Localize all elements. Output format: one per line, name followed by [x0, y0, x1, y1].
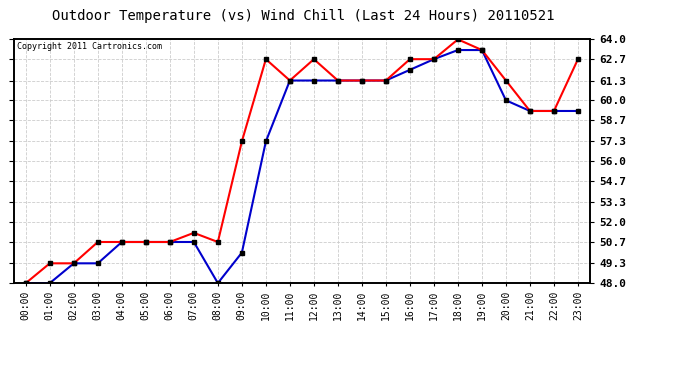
Text: Copyright 2011 Cartronics.com: Copyright 2011 Cartronics.com: [17, 42, 161, 51]
Text: Outdoor Temperature (vs) Wind Chill (Last 24 Hours) 20110521: Outdoor Temperature (vs) Wind Chill (Las…: [52, 9, 555, 23]
